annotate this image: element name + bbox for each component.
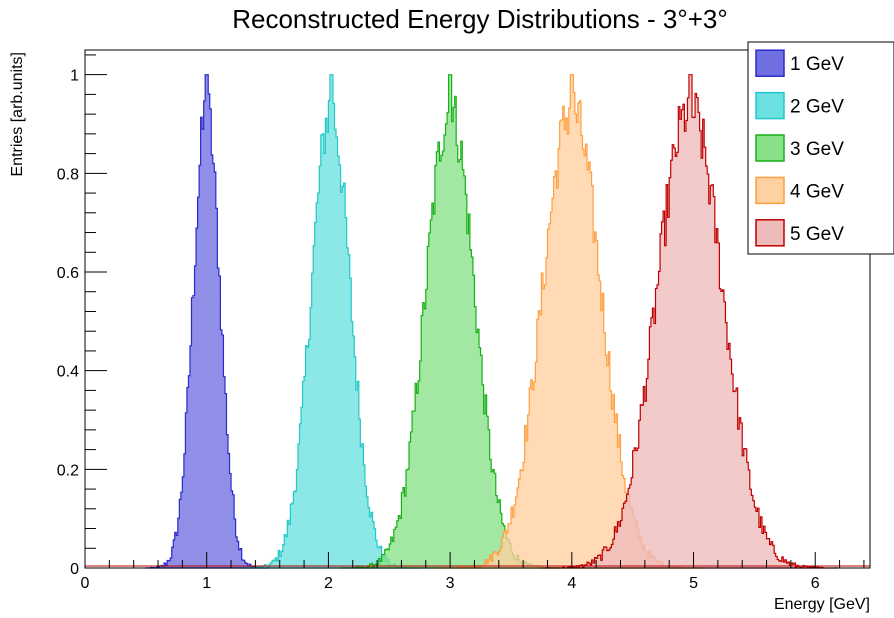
y-tick-label: 1 [70, 68, 79, 85]
legend-label-3: 3 GeV [790, 139, 844, 160]
legend-label-1: 1 GeV [790, 54, 844, 75]
x-tick-label: 5 [689, 575, 698, 592]
legend-swatch-4 [756, 177, 784, 203]
legend-label-4: 4 GeV [790, 181, 844, 202]
y-axis-label: Entries [arb.units] [9, 52, 26, 177]
legend-label-5: 5 GeV [790, 224, 844, 245]
y-tick-label: 0.8 [57, 166, 79, 183]
legend-swatch-5 [756, 220, 784, 246]
legend-swatch-3 [756, 135, 784, 161]
x-tick-label: 3 [446, 575, 455, 592]
y-tick-label: 0 [70, 561, 79, 578]
series-1-histogram [146, 75, 268, 568]
x-tick-label: 4 [567, 575, 576, 592]
y-axis: 0 0.2 0.4 0.6 0.8 1 [57, 55, 107, 578]
x-axis-label: Energy [GeV] [774, 596, 870, 613]
legend-swatch-2 [756, 93, 784, 119]
x-tick-label: 2 [324, 575, 333, 592]
legend: 1 GeV 2 GeV 3 GeV 4 GeV 5 GeV [748, 42, 894, 254]
legend-label-2: 2 GeV [790, 97, 844, 118]
y-tick-label: 0.2 [57, 462, 79, 479]
x-tick-label: 1 [202, 575, 211, 592]
x-tick-label: 6 [811, 575, 820, 592]
x-tick-label: 0 [81, 575, 90, 592]
y-tick-label: 0.4 [57, 364, 79, 381]
series-2-histogram [243, 75, 419, 568]
chart-title: Reconstructed Energy Distributions - 3°+… [232, 4, 728, 34]
y-tick-label: 0.6 [57, 265, 79, 282]
legend-swatch-1 [756, 50, 784, 76]
